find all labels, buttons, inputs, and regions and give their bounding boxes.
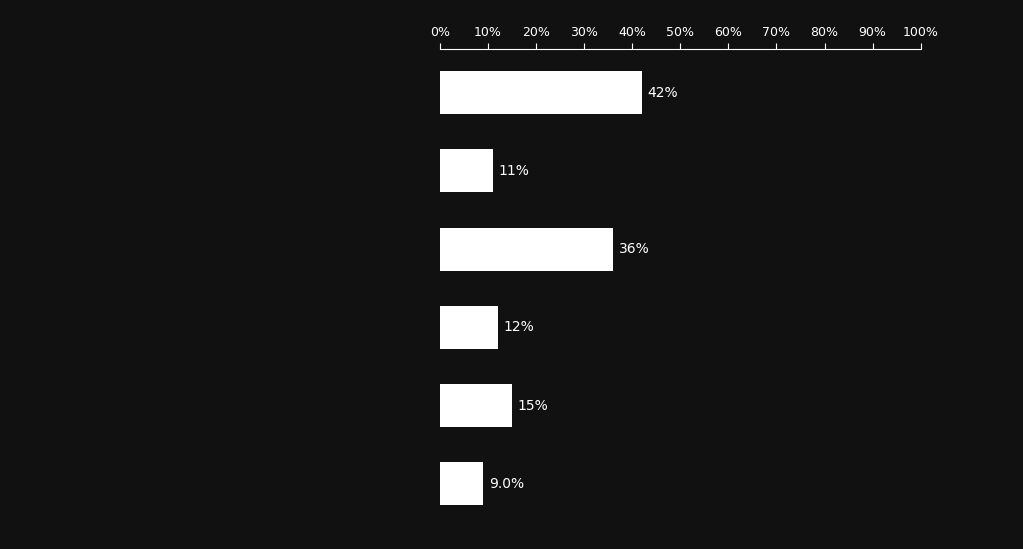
Bar (440, 384, 512, 427)
Text: 9.0%: 9.0% (489, 477, 524, 491)
Text: 42%: 42% (648, 86, 678, 99)
Bar (440, 306, 497, 349)
Text: 15%: 15% (518, 399, 548, 413)
Text: 36%: 36% (619, 242, 650, 256)
Bar (440, 462, 483, 505)
Bar (440, 228, 613, 271)
Text: 11%: 11% (498, 164, 530, 178)
Bar (440, 149, 493, 192)
Text: 12%: 12% (503, 321, 534, 334)
Bar (440, 71, 641, 114)
